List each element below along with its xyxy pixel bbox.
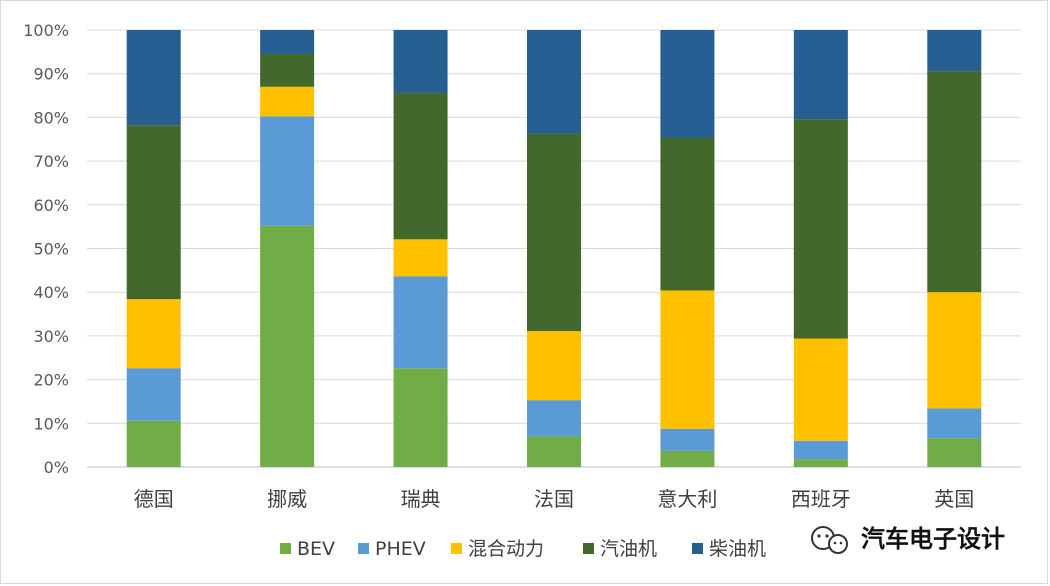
- bar-segment-5: [260, 30, 315, 55]
- bar-segment-2: [260, 116, 315, 226]
- bar-segment-2: [126, 368, 181, 421]
- bars: [126, 30, 982, 467]
- x-tick-label: 瑞典: [401, 487, 441, 511]
- bar-segment-3: [793, 338, 848, 441]
- x-tick-label: 英国: [934, 487, 974, 511]
- bar-segment-5: [393, 30, 448, 93]
- bar-segment-3: [927, 292, 982, 409]
- y-tick-label: 50%: [33, 240, 69, 259]
- x-tick-label: 法国: [534, 487, 574, 511]
- legend: BEV PHEV 混合动力 汽油机 柴油机: [280, 538, 766, 560]
- legend-swatch: [451, 543, 462, 554]
- y-tick-label: 60%: [33, 196, 69, 215]
- watermark-text: 汽车电子设计: [861, 525, 1005, 553]
- legend-label: 柴油机: [709, 538, 766, 560]
- legend-swatch: [583, 543, 594, 554]
- y-tick-label: 100%: [23, 21, 69, 40]
- bar-segment-3: [126, 299, 181, 369]
- x-tick-label: 意大利: [657, 487, 717, 511]
- y-tick-label: 90%: [33, 65, 69, 84]
- bar-segment-2: [927, 408, 982, 439]
- bar-segment-5: [660, 30, 715, 138]
- bar-segment-1: [527, 436, 581, 467]
- bar-segment-4: [927, 71, 982, 293]
- wechat-icon: [811, 526, 848, 554]
- bar-segment-1: [260, 225, 315, 467]
- x-tick-label: 挪威: [267, 487, 307, 511]
- bar-segment-5: [793, 30, 848, 120]
- bar-segment-5: [527, 30, 581, 134]
- bar-segment-2: [527, 400, 581, 437]
- bar-segment-4: [793, 119, 848, 339]
- y-tick-label: 40%: [33, 283, 69, 302]
- bar-segment-3: [527, 331, 581, 401]
- legend-label: 混合动力: [468, 538, 544, 560]
- y-tick-label: 80%: [33, 108, 69, 127]
- y-tick-label: 0%: [44, 458, 69, 477]
- legend-label: BEV: [297, 538, 335, 560]
- legend-label: PHEV: [375, 538, 426, 560]
- bar-segment-4: [660, 137, 715, 291]
- bar-segment-1: [126, 420, 181, 467]
- bar-segment-1: [660, 450, 715, 467]
- legend-swatch: [280, 543, 291, 554]
- legend-swatch: [358, 543, 369, 554]
- bar-segment-3: [393, 239, 448, 277]
- y-tick-label: 30%: [33, 327, 69, 346]
- bar-segment-4: [393, 92, 448, 240]
- bar-segment-5: [126, 30, 181, 126]
- x-tick-label: 西班牙: [791, 487, 851, 511]
- bar-segment-5: [927, 30, 982, 72]
- legend-label: 汽油机: [600, 538, 657, 560]
- y-tick-label: 20%: [33, 371, 69, 390]
- bar-segment-1: [793, 459, 848, 467]
- bar-segment-1: [927, 438, 982, 467]
- bar-segment-2: [793, 440, 848, 460]
- x-axis-ticks: 德国 挪威 瑞典 法国 意大利 西班牙 英国: [134, 487, 975, 511]
- bar-segment-4: [527, 133, 581, 332]
- bar-segment-2: [660, 428, 715, 451]
- watermark: 汽车电子设计: [811, 525, 1005, 554]
- legend-swatch: [692, 543, 703, 554]
- x-tick-label: 德国: [134, 487, 174, 511]
- bar-segment-3: [260, 86, 315, 117]
- bar-segment-1: [393, 368, 448, 467]
- bar-segment-4: [126, 125, 181, 300]
- y-tick-label: 10%: [33, 414, 69, 433]
- y-axis-ticks: 0% 10% 20% 30% 40% 50% 60% 70% 80% 90% 100%: [23, 21, 69, 477]
- bar-segment-2: [393, 276, 448, 369]
- y-tick-label: 70%: [33, 152, 69, 171]
- bar-segment-3: [660, 290, 715, 429]
- bar-segment-4: [260, 54, 315, 87]
